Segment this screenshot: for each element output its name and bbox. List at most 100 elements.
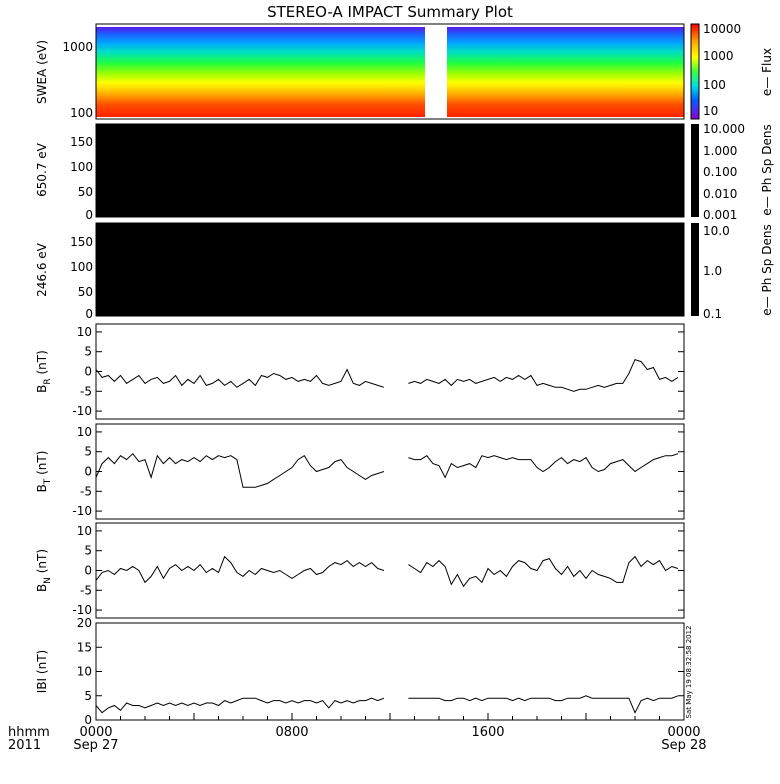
y-tick-label: -10 — [72, 404, 92, 418]
y-tick-label: 0 — [84, 465, 92, 479]
swea-cbar-tick-10000: 10000 — [703, 22, 741, 36]
series-line-segment-1 — [408, 453, 679, 479]
y-tick-label: -10 — [72, 603, 92, 617]
y-label-unit: (nT) — [35, 350, 49, 378]
swea-cbar-tick-1000: 1000 — [703, 49, 734, 63]
panel-246eV-colorbar — [691, 223, 699, 316]
panel-bmag-extra: Sat May 19 08:32:58 2012 — [685, 625, 693, 718]
footer-year: 2011 — [8, 738, 41, 753]
y-tick-label: 5 — [84, 445, 92, 459]
panel-246eV-ylabel: 246.6 eV — [35, 242, 49, 297]
x-tick-label: 1600 — [471, 725, 504, 740]
swea-ytick-100: 100 — [70, 106, 93, 120]
panel-line-3: 10 5 0 -5 -10 BR (nT) — [35, 323, 685, 420]
footer-hhmm: hhmm — [8, 725, 50, 740]
y-axis-label: BT (nT) — [35, 451, 53, 493]
y-tick-label: 5 — [84, 345, 92, 359]
plot-title: STEREO-A IMPACT Summary Plot — [267, 3, 513, 21]
swea-cbar-label: e— Flux — [760, 48, 774, 96]
panel-246eV-cbar-tick-0.1: 0.1 — [703, 307, 722, 321]
panel-line-4: 10 5 0 -5 -10 BT (nT) — [35, 423, 685, 520]
y-tick-label: 5 — [84, 544, 92, 558]
series-line-segment-1 — [408, 555, 679, 588]
panel-650eV-cbar-tick-0.01: 0.010 — [703, 187, 737, 201]
y-tick-label: 20 — [77, 616, 92, 630]
y-tick-label: -5 — [80, 484, 92, 498]
panel-246eV-fill — [95, 222, 685, 317]
y-tick-label: -5 — [80, 583, 92, 597]
panel-650eV-cbar-tick-0.001: 0.001 — [703, 208, 737, 222]
panel-frame — [95, 522, 685, 619]
y-tick-label: 0 — [84, 713, 92, 727]
x-tick-label: 0800 — [275, 725, 308, 740]
swea-data-gap — [425, 24, 447, 119]
panel-line-6: 20 15 10 5 0 IBI (nT) — [35, 616, 685, 727]
panel-650eV-cbar-label: e— Ph Sp Dens — [760, 124, 774, 215]
y-tick-label: -5 — [80, 384, 92, 398]
y-tick-label: 10 — [77, 524, 92, 538]
panel-650eV-ytick-0: 0 — [85, 208, 93, 222]
panel-246eV-cbar-tick-1: 1.0 — [703, 264, 722, 278]
y-label-unit: (nT) — [35, 451, 49, 479]
panel-650eV-ytick-100: 100 — [70, 160, 93, 174]
y-tick-label: 10 — [77, 325, 92, 339]
y-label-sub: T — [43, 478, 53, 485]
y-label-unit: (nT) — [35, 549, 49, 577]
panel-650eV-cbar-tick-10: 10.000 — [703, 122, 745, 136]
y-axis-label: BN (nT) — [35, 549, 53, 592]
swea-colorbar — [690, 23, 700, 120]
panel-swea: SWEA (eV) 1000 100 10000 1000 100 10 e— … — [35, 22, 774, 120]
y-tick-label: 0 — [84, 365, 92, 379]
panel-650eV-ylabel: 650.7 eV — [35, 142, 49, 197]
panel-246eV: 246.6 eV 150 100 50 0 10.0 1.0 0.1 e— Ph… — [35, 222, 774, 321]
swea-ytick-1000: 1000 — [62, 40, 93, 54]
series-line-segment-0 — [95, 368, 385, 388]
panel-246eV-ytick-0: 0 — [85, 307, 93, 321]
y-axis-label: BR (nT) — [35, 350, 53, 393]
y-label-main: B — [35, 385, 49, 393]
swea-cbar-tick-10: 10 — [703, 104, 718, 118]
y-tick-label: 5 — [84, 689, 92, 703]
timestamp-label: Sat May 19 08:32:58 2012 — [685, 625, 693, 718]
swea-ylabel: SWEA (eV) — [35, 40, 49, 104]
panel-246eV-cbar-label: e— Ph Sp Dens — [760, 224, 774, 315]
y-tick-label: 0 — [84, 564, 92, 578]
y-axis-label: IBI (nT) — [35, 650, 49, 693]
y-label-sub: N — [43, 577, 53, 584]
panel-246eV-ytick-100: 100 — [70, 260, 93, 274]
panel-frame — [95, 323, 685, 420]
series-line-segment-1 — [408, 358, 679, 392]
swea-cbar-tick-100: 100 — [703, 78, 726, 92]
series-line-segment-1 — [408, 695, 679, 714]
panel-246eV-cbar-tick-10: 10.0 — [703, 224, 730, 238]
panel-246eV-ytick-50: 50 — [78, 285, 93, 299]
panel-246eV-ytick-150: 150 — [70, 235, 93, 249]
panel-650eV-colorbar — [691, 124, 699, 217]
y-tick-label: 10 — [77, 425, 92, 439]
x-tick-label: 0000 — [667, 725, 700, 740]
panel-line-5: 10 5 0 -5 -10 BN (nT) — [35, 522, 685, 619]
x-date-label: Sep 28 — [661, 738, 706, 753]
panel-650eV: 650.7 eV 150 100 50 0 10.000 1.000 0.100… — [35, 122, 774, 222]
panel-650eV-cbar-tick-0.1: 0.100 — [703, 165, 737, 179]
y-label-main: B — [35, 484, 49, 492]
series-line-segment-0 — [95, 697, 385, 714]
panel-650eV-fill — [95, 123, 685, 218]
y-tick-label: -10 — [72, 504, 92, 518]
panel-650eV-cbar-tick-1: 1.000 — [703, 144, 737, 158]
panel-650eV-ytick-150: 150 — [70, 135, 93, 149]
y-label-sub: R — [43, 378, 53, 384]
swea-frame — [95, 23, 685, 120]
x-date-label: Sep 27 — [73, 738, 118, 753]
panel-frame — [95, 423, 685, 520]
series-line-segment-0 — [95, 452, 385, 488]
y-tick-label: 10 — [77, 665, 92, 679]
panel-650eV-ytick-50: 50 — [78, 185, 93, 199]
x-tick-label: 0000 — [79, 725, 112, 740]
y-label-main: B — [35, 584, 49, 592]
series-line-segment-0 — [95, 555, 385, 584]
